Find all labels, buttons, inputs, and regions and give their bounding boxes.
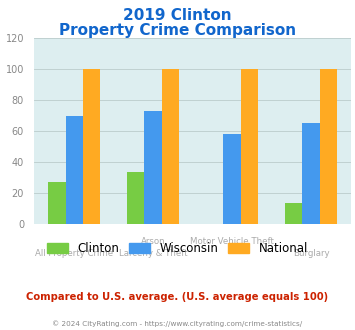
Bar [48, 182, 66, 224]
Bar [144, 111, 162, 224]
Text: Burglary: Burglary [293, 249, 329, 258]
Text: Compared to U.S. average. (U.S. average equals 100): Compared to U.S. average. (U.S. average … [26, 292, 329, 302]
Text: Motor Vehicle Theft: Motor Vehicle Theft [190, 237, 274, 246]
Legend: Clinton, Wisconsin, National: Clinton, Wisconsin, National [42, 237, 313, 260]
Bar [285, 203, 302, 224]
Text: 2019 Clinton: 2019 Clinton [123, 8, 232, 23]
Bar [302, 123, 320, 224]
Bar [162, 69, 179, 224]
Bar [241, 69, 258, 224]
Text: Property Crime Comparison: Property Crime Comparison [59, 23, 296, 38]
Bar [127, 172, 144, 224]
Text: © 2024 CityRating.com - https://www.cityrating.com/crime-statistics/: © 2024 CityRating.com - https://www.city… [53, 320, 302, 327]
Bar [223, 134, 241, 224]
Text: Arson: Arson [141, 237, 165, 246]
Text: All Property Crime: All Property Crime [35, 249, 113, 258]
Text: Larceny & Theft: Larceny & Theft [119, 249, 187, 258]
Bar [320, 69, 337, 224]
Bar [83, 69, 100, 224]
Bar [66, 115, 83, 224]
